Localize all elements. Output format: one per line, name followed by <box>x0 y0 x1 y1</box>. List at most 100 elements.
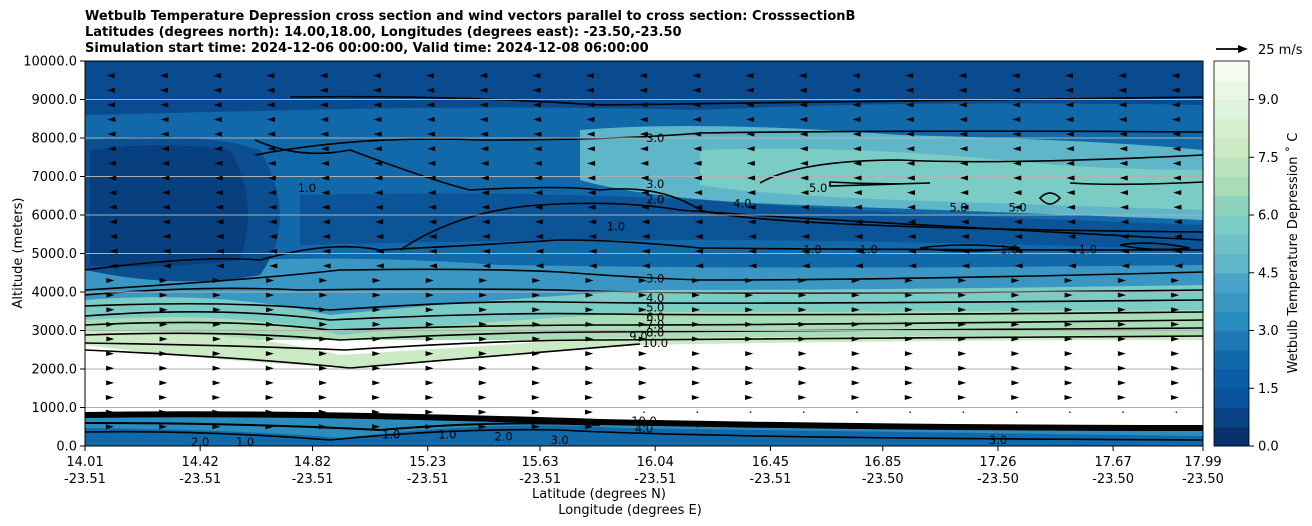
wind-vector <box>909 425 911 428</box>
wind-vector <box>1171 73 1180 79</box>
x-tick-label-lon: -23.50 <box>1182 472 1224 487</box>
wind-vector <box>319 321 328 327</box>
wind-vector <box>425 321 434 327</box>
wind-vector <box>374 175 383 181</box>
wind-vector <box>532 87 541 93</box>
wind-vector <box>372 307 381 313</box>
wind-vector <box>905 117 914 123</box>
contour-label: 8.0 <box>646 325 664 339</box>
y-axis-ticks: 0.0 1000.0 2000.0 3000.0 4000.0 5000.0 6000.0 7… <box>23 55 85 455</box>
wind-vector <box>212 365 221 371</box>
x-tick-label-lon: -23.51 <box>634 472 676 487</box>
wind-vector <box>1173 219 1182 225</box>
wind-vector <box>639 87 648 93</box>
wind-vector <box>372 380 381 386</box>
wind-vector <box>374 160 383 166</box>
wind-vector <box>800 160 809 166</box>
wind-vector <box>375 248 384 254</box>
wind-vector <box>109 263 118 269</box>
wind-vector <box>909 411 911 413</box>
wind-vector <box>642 263 651 269</box>
wind-vector <box>958 102 967 108</box>
wind-vector <box>747 190 756 196</box>
wind-vector <box>851 277 860 283</box>
contour-label: 3.0 <box>646 272 664 286</box>
wind-vector <box>588 248 597 254</box>
wind-vector <box>425 351 434 357</box>
wind-vector <box>586 102 595 108</box>
wind-vector <box>692 87 701 93</box>
wind-vector <box>162 219 171 225</box>
wind-vector <box>426 87 435 93</box>
wind-vector <box>533 160 542 166</box>
x-tick-label-lat: 14.42 <box>182 455 219 470</box>
wind-vector <box>801 234 810 240</box>
x-tick-label-lon: -23.51 <box>407 472 449 487</box>
wind-vector <box>852 102 861 108</box>
x-tick-label-lat: 15.63 <box>521 455 558 470</box>
wind-vector <box>1011 292 1020 298</box>
wind-vector <box>212 292 221 298</box>
wind-vector <box>745 277 754 283</box>
wind-vector <box>745 336 754 342</box>
y-axis-label: Altitude (meters) <box>11 198 26 309</box>
contour-2 <box>399 202 1203 251</box>
wind-vector <box>1011 307 1020 313</box>
wind-vector <box>106 336 115 342</box>
wind-vector <box>372 409 381 415</box>
wind-vector <box>641 248 650 254</box>
wind-vector <box>1011 277 1020 283</box>
contour-label: 5.0 <box>646 300 664 314</box>
contour-5-cell-b <box>1038 192 1062 205</box>
colorbar-frame <box>1213 60 1250 447</box>
wind-vector <box>212 321 221 327</box>
contour-4-right <box>759 154 1203 184</box>
wind-vector <box>266 102 275 108</box>
wind-vector <box>1064 292 1073 298</box>
colorbar-band <box>1214 407 1249 428</box>
wind-vector <box>958 307 967 313</box>
wind-vector <box>1120 204 1129 210</box>
wind-vector <box>854 219 863 225</box>
wind-vector <box>1014 248 1023 254</box>
contour-label: 5.0 <box>809 181 827 195</box>
wind-vector <box>638 336 647 342</box>
wind-vector <box>1011 380 1020 386</box>
wind-vector <box>694 190 703 196</box>
wind-vector <box>958 73 967 79</box>
wind-vector <box>798 73 807 79</box>
colorbar-band <box>1214 99 1249 120</box>
y-tick-label: 3000.0 <box>32 324 78 339</box>
contour-1-low-a <box>919 244 1021 252</box>
wind-vector <box>1066 204 1075 210</box>
wind-vector <box>479 307 488 313</box>
y-tick-label: 6000.0 <box>32 209 78 224</box>
wind-vector <box>425 365 434 371</box>
wind-vector <box>373 146 382 152</box>
wind-vector <box>533 146 542 152</box>
chart-title: Wetbulb Temperature Depression cross sec… <box>85 9 855 57</box>
surface-contours <box>85 411 1203 431</box>
wind-vector <box>587 175 596 181</box>
wind-vector <box>585 336 594 342</box>
wind-vector <box>480 131 489 137</box>
colorbar-band <box>1214 253 1249 274</box>
contour-label: 1.0 <box>236 435 254 449</box>
contour-3 <box>85 268 1203 291</box>
wind-vector <box>532 102 541 108</box>
wind-vector <box>428 219 437 225</box>
wind-vector <box>904 365 913 371</box>
contour-5-cell-a <box>829 181 931 187</box>
wind-vector <box>585 394 594 400</box>
wind-vector <box>480 175 489 181</box>
wind-vector <box>745 321 754 327</box>
wind-vector <box>318 424 327 430</box>
wind-vector <box>425 336 434 342</box>
wind-vector <box>587 204 596 210</box>
wind-vector <box>904 351 913 357</box>
wind-vector <box>266 336 275 342</box>
wind-vector <box>851 351 860 357</box>
wind-vector <box>1171 102 1180 108</box>
y-tick-label: 0.0 <box>56 440 77 455</box>
wind-vector <box>1013 204 1022 210</box>
